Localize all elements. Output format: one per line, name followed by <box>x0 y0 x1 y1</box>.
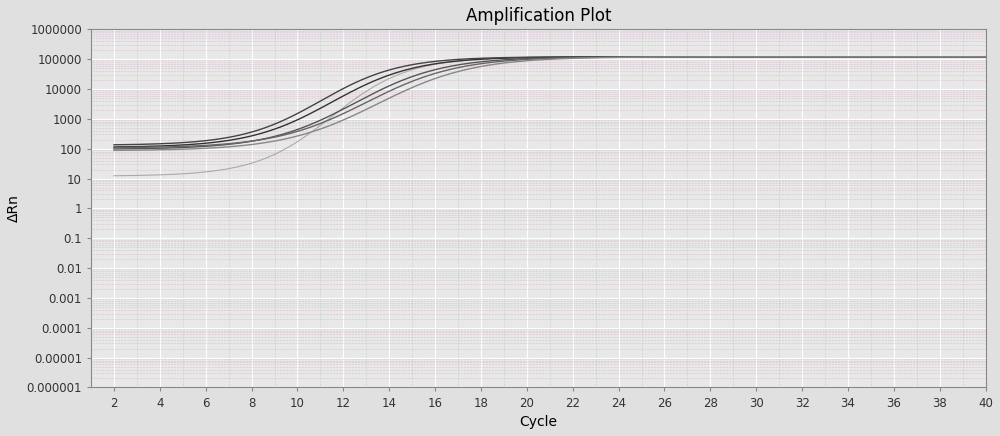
Y-axis label: ΔRn: ΔRn <box>7 194 21 222</box>
X-axis label: Cycle: Cycle <box>519 415 557 429</box>
Title: Amplification Plot: Amplification Plot <box>466 7 611 25</box>
